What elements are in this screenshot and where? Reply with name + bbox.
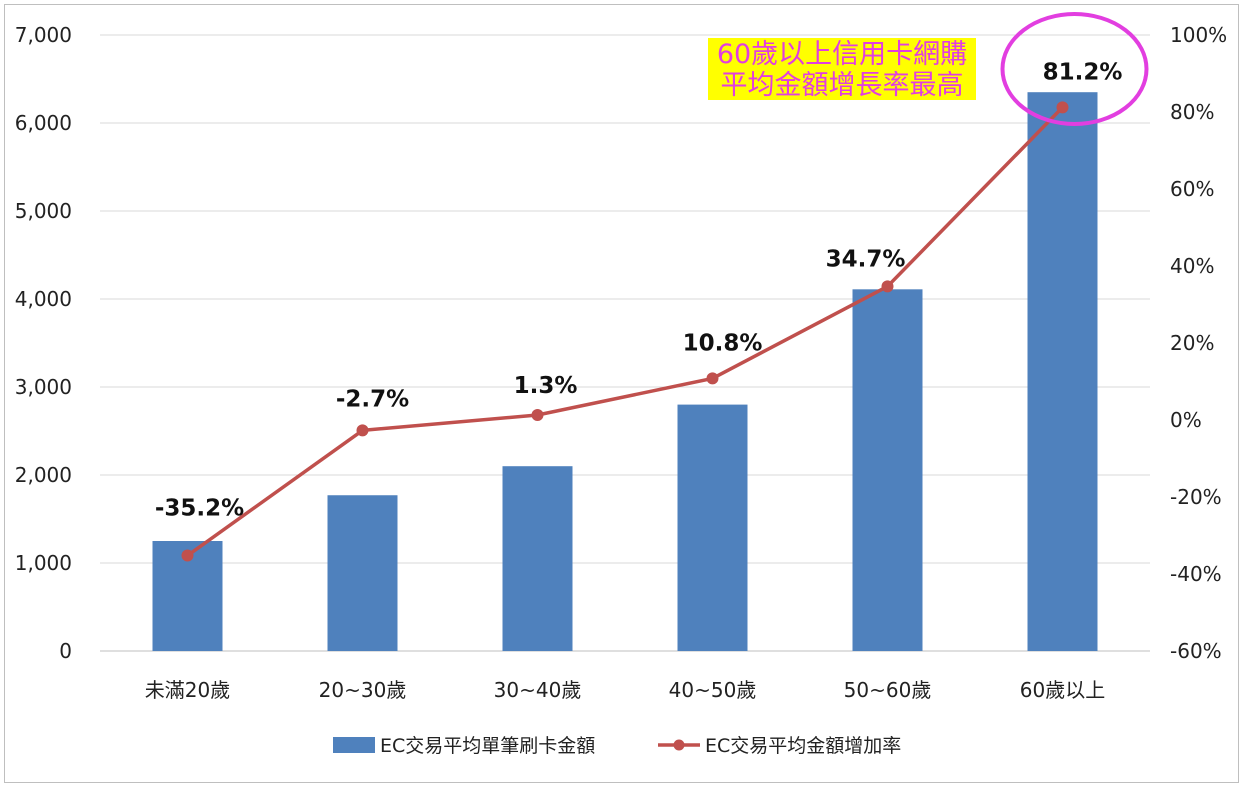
y-right-tick-label: -40% (1170, 562, 1222, 586)
y-right-tick-label: 20% (1170, 331, 1214, 355)
data-label: -2.7% (336, 386, 409, 412)
y-right-tick-label: 60% (1170, 177, 1214, 201)
x-category-label: 40~50歲 (669, 678, 757, 702)
bar (677, 404, 748, 651)
y-left-tick-label: 6,000 (15, 111, 72, 135)
callout-text: 平均金額增長率最高 (721, 70, 964, 101)
y-right-tick-label: 40% (1170, 254, 1214, 278)
growth-rate-point (881, 280, 894, 293)
growth-rate-point (1056, 101, 1069, 114)
growth-rate-point (181, 549, 194, 562)
y-left-tick-label: 4,000 (15, 287, 72, 311)
y-right-tick-label: -60% (1170, 639, 1222, 663)
x-category-label: 50~60歲 (844, 678, 932, 702)
x-category-label: 30~40歲 (494, 678, 582, 702)
growth-rate-line (186, 106, 1064, 557)
x-category-label: 60歲以上 (1020, 678, 1105, 702)
growth-rate-point (706, 372, 719, 385)
y-left-tick-label: 0 (59, 639, 72, 663)
highlight-ellipse (1000, 12, 1149, 126)
data-label: 81.2% (1043, 59, 1123, 85)
data-label: 10.8% (683, 330, 763, 356)
growth-rate-point (356, 424, 369, 437)
data-label: -35.2% (155, 496, 244, 522)
y-left-tick-label: 3,000 (15, 375, 72, 399)
bar (1027, 92, 1098, 651)
callout-highlight (708, 38, 976, 100)
y-right-tick-label: 100% (1170, 23, 1227, 47)
y-left-tick-label: 5,000 (15, 199, 72, 223)
y-left-tick-label: 7,000 (15, 23, 72, 47)
x-category-label: 未滿20歲 (145, 678, 230, 702)
y-left-tick-label: 2,000 (15, 463, 72, 487)
legend-label: EC交易平均單筆刷卡金額 (380, 735, 595, 757)
legend-bar-swatch (333, 737, 375, 753)
y-left-tick-label: 1,000 (15, 551, 72, 575)
x-category-label: 20~30歲 (319, 678, 407, 702)
y-right-tick-label: 80% (1170, 100, 1214, 124)
bar (852, 289, 923, 651)
bar (502, 466, 573, 651)
data-label: 1.3% (514, 373, 578, 399)
legend-label: EC交易平均金額增加率 (705, 735, 901, 757)
growth-rate-point (531, 408, 544, 421)
callout-text: 60歲以上信用卡網購 (717, 39, 967, 70)
legend-line-marker (673, 739, 685, 751)
y-right-tick-label: 0% (1170, 408, 1202, 432)
y-right-tick-label: -20% (1170, 485, 1222, 509)
data-label: 34.7% (826, 246, 906, 272)
bar (327, 495, 398, 651)
